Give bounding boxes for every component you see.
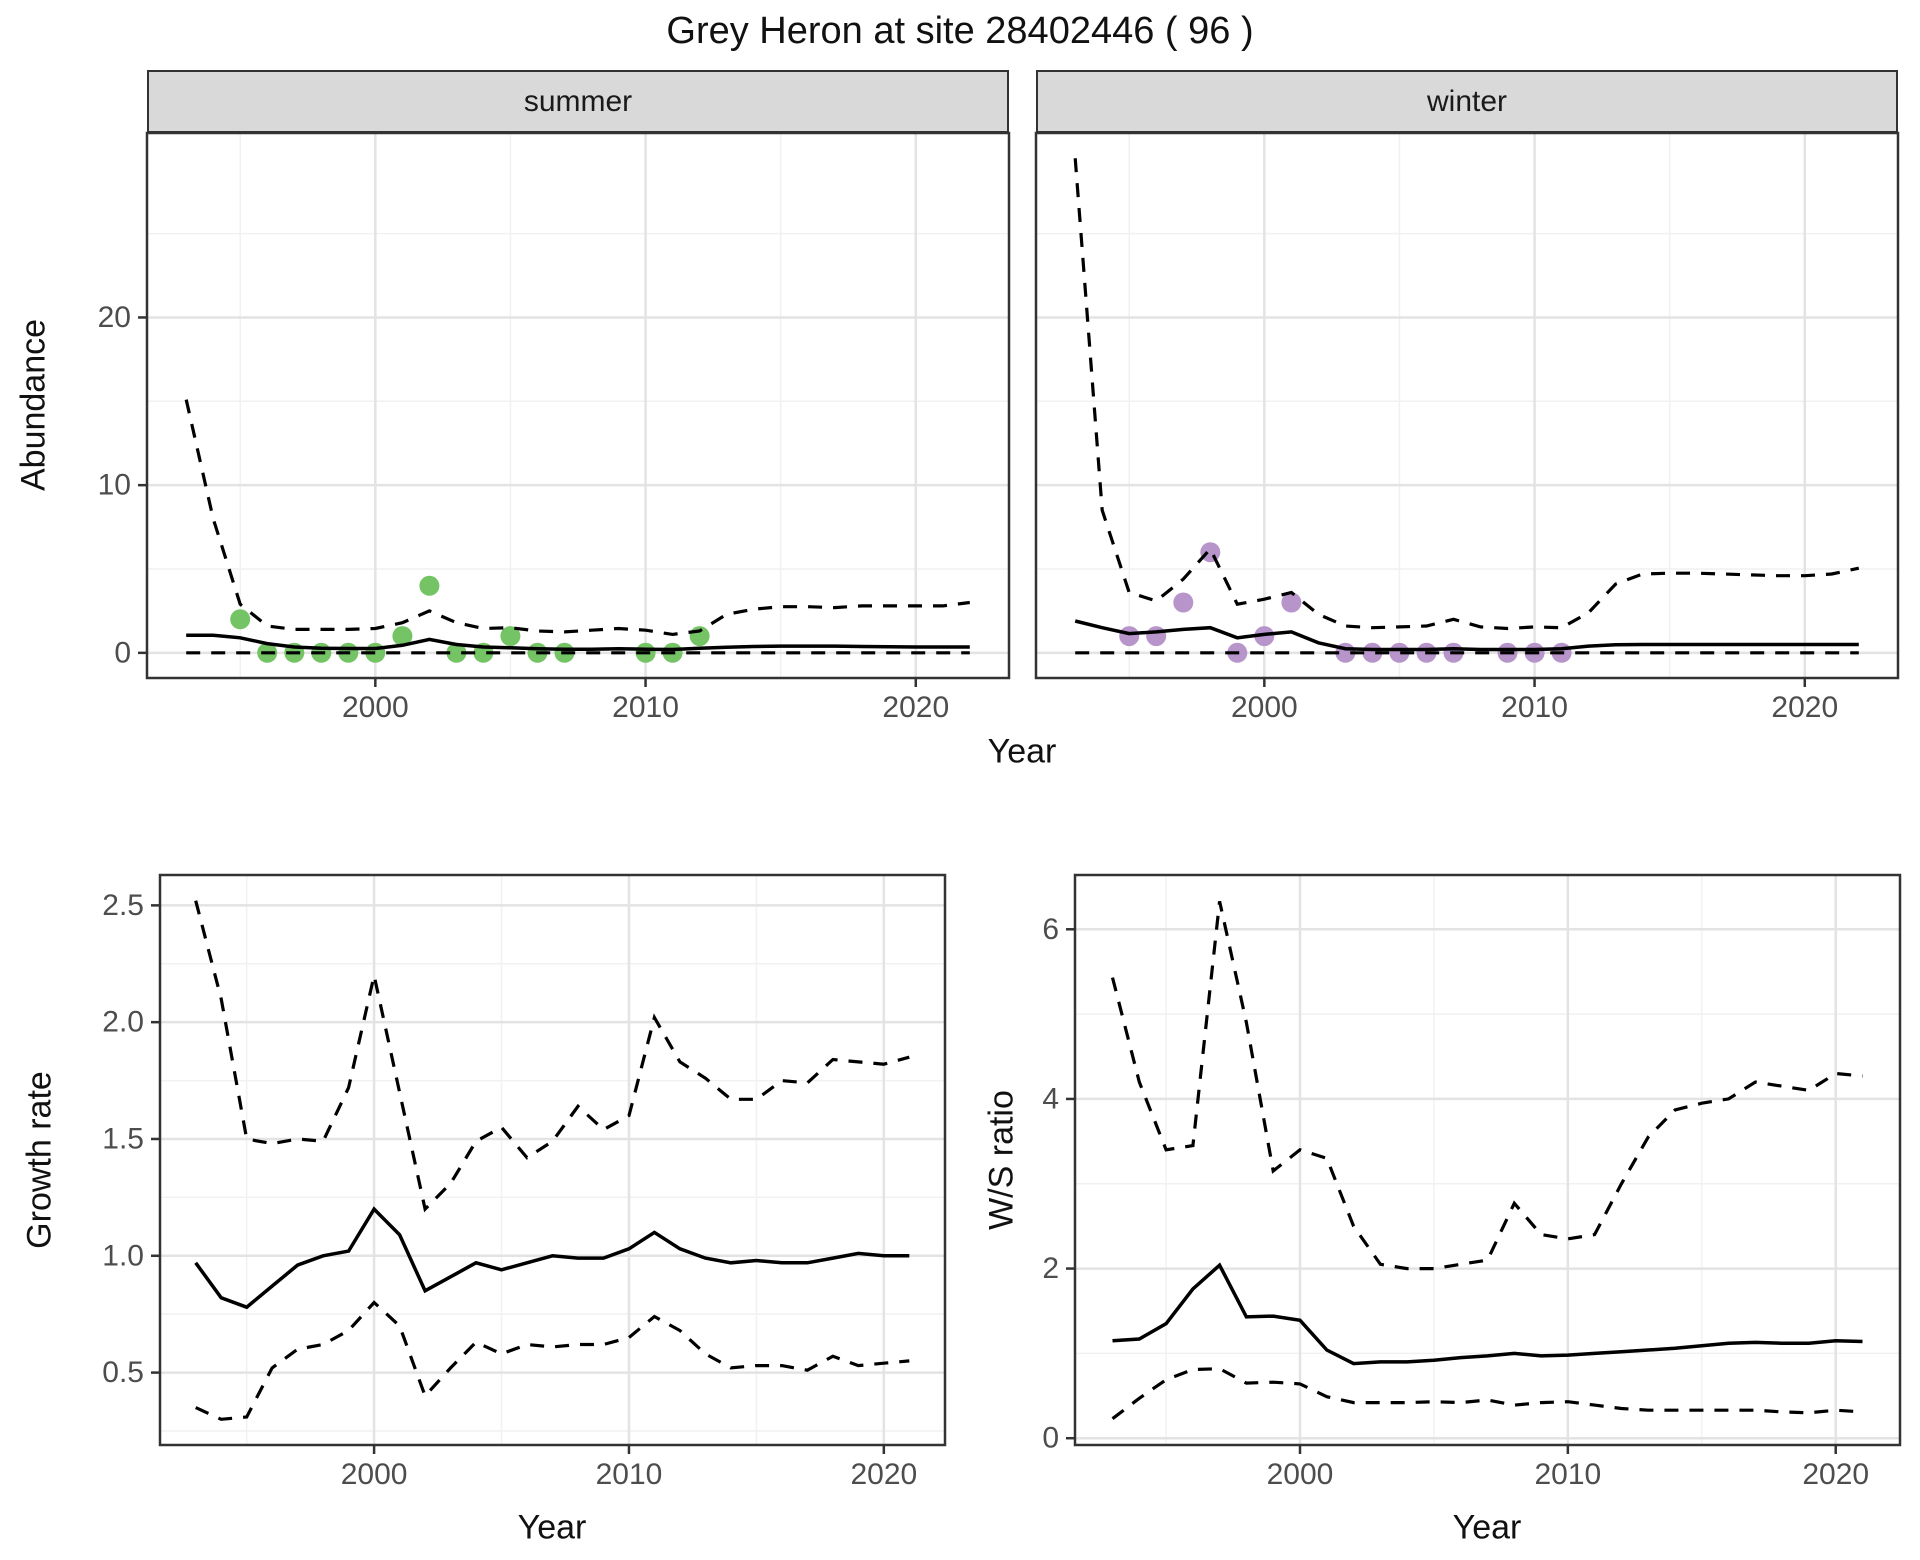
growth-rate-panel-border [158,873,947,1447]
summer-abundance-median-line [186,633,970,652]
summer-abundance-panel-border [145,131,1011,680]
summer-abundance-y-tick-label: 10 [98,469,131,502]
ws-ratio-panel-border [1073,873,1902,1447]
winter-abundance-observation-point [1119,626,1140,647]
ws-ratio-y-tick-label: 2 [1042,1252,1059,1285]
facet-strip-summer: summer [147,70,1009,133]
summer-abundance-observation-point [500,626,521,647]
ws-ratio-y-tick-label: 0 [1042,1422,1059,1455]
winter-abundance-observation-point [1173,592,1194,613]
winter-abundance-median-line [1074,619,1859,652]
ws-ratio-y-tick-label: 4 [1042,1082,1059,1115]
growth-rate-median-line [194,1206,910,1310]
winter-abundance-x-tick-label: 2000 [1231,691,1298,724]
growth-rate-x-tick-label: 2000 [341,1458,408,1491]
summer-abundance-x-tick-label: 2010 [612,691,679,724]
facet-strip-winter: winter [1036,70,1898,133]
ws-ratio-x-tick-label: 2020 [1802,1458,1869,1491]
growth-rate-x-tick-label: 2010 [596,1458,663,1491]
ws-ratio-y-axis-title: W/S ratio [982,1090,1021,1230]
ws-ratio-x-tick-label: 2000 [1267,1458,1334,1491]
winter-abundance-observation-point [1200,542,1221,563]
growth-rate-x-axis-title: Year [517,1508,587,1547]
abundance-x-axis-title: Year [987,732,1057,771]
ws-ratio-median-line [1112,1262,1863,1366]
summer-abundance-observation-point [230,609,251,630]
winter-abundance-observation-point [1281,592,1302,613]
winter-abundance-observation-point [1146,626,1167,647]
summer-abundance-x-tick-label: 2020 [882,691,949,724]
abundance-y-axis-title: Abundance [14,318,53,492]
growth-rate-y-axis-title: Growth rate [20,1071,59,1249]
winter-abundance-x-tick-label: 2010 [1501,691,1568,724]
growth-rate-y-tick-label: 1.0 [102,1239,144,1272]
growth-rate-y-tick-label: 2.5 [102,889,144,922]
ws-ratio-x-axis-title: Year [1452,1508,1522,1547]
summer-abundance-observation-point [392,626,413,647]
ws-ratio-x-tick-label: 2010 [1534,1458,1601,1491]
summer-abundance-observation-point [446,642,467,663]
summer-abundance-observation-point [419,575,440,596]
ws-ratio-lower-ci-line [1111,1367,1863,1420]
facet-strip-summer-label: summer [523,84,633,118]
growth-rate-y-tick-label: 0.5 [102,1356,144,1389]
summer-abundance-x-tick-label: 2000 [342,691,409,724]
ws-ratio-upper-ci-line [1110,900,1863,1271]
ws-ratio-y-tick-label: 6 [1042,913,1059,946]
summer-abundance-y-tick-label: 20 [98,301,131,334]
winter-abundance-x-tick-label: 2020 [1771,691,1838,724]
growth-rate-x-tick-label: 2020 [850,1458,917,1491]
summer-abundance-y-tick-label: 0 [114,636,131,669]
summer-abundance-observation-point [689,626,710,647]
growth-rate-lower-ci-line [195,1300,910,1421]
growth-rate-upper-ci-line [194,900,910,1213]
winter-abundance-panel-border [1034,131,1900,680]
winter-abundance-upper-ci-line [1073,158,1860,631]
page-title: Grey Heron at site 28402446 ( 96 ) [666,10,1254,52]
facet-strip-winter-label: winter [1426,84,1508,118]
summer-abundance-upper-ci-line [184,399,970,637]
growth-rate-y-tick-label: 1.5 [102,1122,144,1155]
growth-rate-y-tick-label: 2.0 [102,1006,144,1039]
